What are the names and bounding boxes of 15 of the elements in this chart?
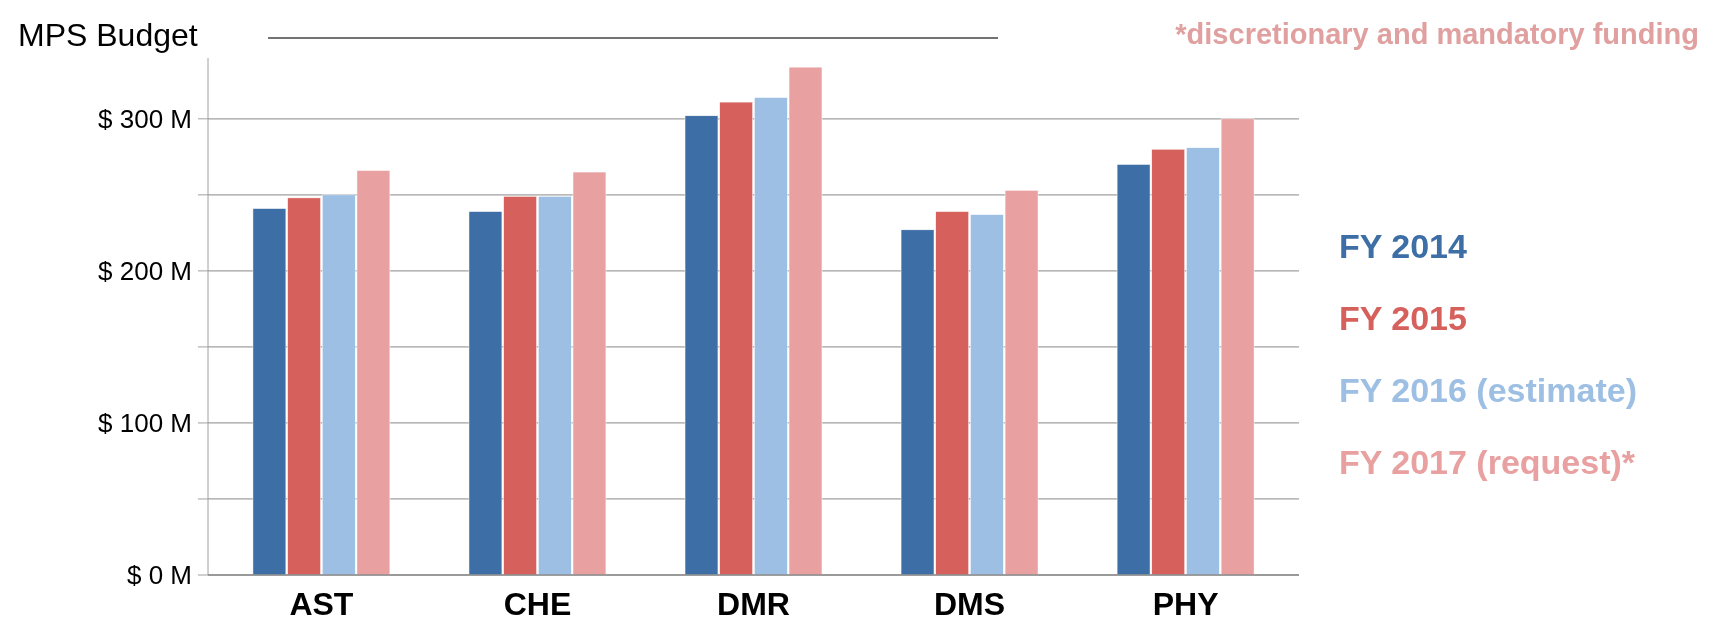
x-tick-label: DMS [933, 586, 1006, 622]
y-tick-label: $ 200 M [98, 255, 192, 286]
y-tick-label: $ 100 M [98, 408, 192, 439]
y-tick-label: $ 0 M [126, 560, 192, 591]
x-tick-label: PHY [1152, 586, 1219, 622]
y-tick-label: $ 300 M [98, 103, 192, 134]
x-tick-label: DMR [717, 586, 790, 622]
text: FY 2014 [1339, 227, 1468, 265]
text: FY 2016 (estimate) [1339, 371, 1637, 409]
text: FY 2017 (request)* [1339, 443, 1636, 481]
x-tick-label: CHE [503, 586, 572, 622]
chart-title: MPS Budget [18, 17, 198, 53]
x-tick-label: AST [289, 586, 354, 622]
text: *discretionary and mandatory funding [1175, 18, 1699, 50]
text: FY 2015 [1339, 299, 1467, 337]
